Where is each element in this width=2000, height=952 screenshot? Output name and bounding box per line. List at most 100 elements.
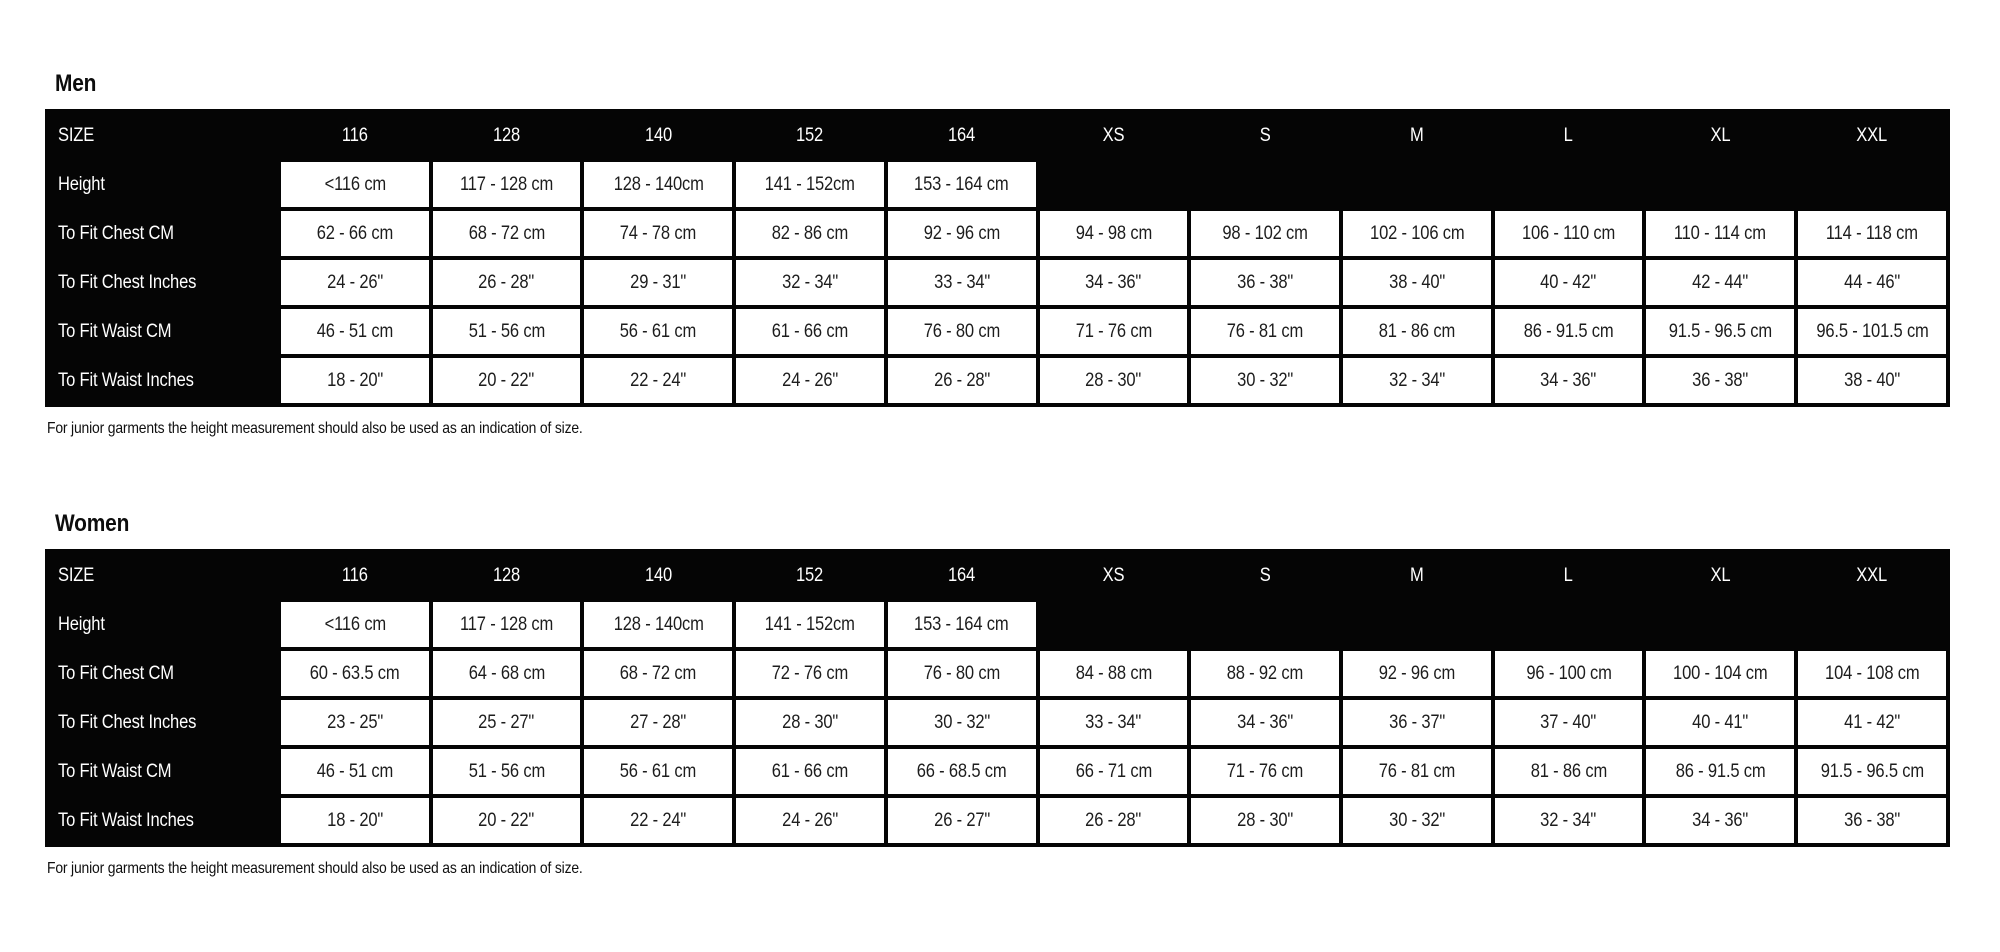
women-row-label: To Fit Waist CM xyxy=(49,749,277,794)
men-column-header-116: 116 xyxy=(281,113,429,158)
men-size-value-cell-text: 86 - 91.5 cm xyxy=(1523,320,1614,342)
men-size-value-cell-text: 91.5 - 96.5 cm xyxy=(1668,320,1772,342)
women-table-row: Height <116 cm 117 - 128 cm 128 - 140cm 141 … xyxy=(49,602,1946,647)
women-size-value-cell-text: 153 - 164 cm xyxy=(914,613,1010,635)
women-table-title: Women xyxy=(55,512,1865,536)
men-row-label: To Fit Chest Inches xyxy=(49,260,277,305)
men-size-value-cell-text: 44 - 46" xyxy=(1844,271,1901,293)
men-column-header-xxl-text: XXL xyxy=(1856,124,1888,146)
women-size-value-cell: 81 - 86 cm xyxy=(1494,749,1643,794)
men-empty-cell xyxy=(1646,162,1795,207)
women-size-value-cell-text: 28 - 30" xyxy=(1237,809,1294,831)
women-size-value-cell: 64 - 68 cm xyxy=(432,651,581,696)
men-table-title-text: Men xyxy=(55,70,97,97)
men-size-value-cell-text: 94 - 98 cm xyxy=(1075,222,1152,244)
men-table-row: To Fit Chest CM 62 - 66 cm 68 - 72 cm 74 - … xyxy=(49,211,1946,256)
women-size-value-cell: 76 - 81 cm xyxy=(1343,749,1491,794)
men-column-header-128-text: 128 xyxy=(493,124,521,146)
women-column-header-140: 140 xyxy=(584,553,733,598)
men-junior-size-note-text: For junior garments the height measureme… xyxy=(47,420,583,437)
women-size-value-cell-text: 25 - 27" xyxy=(478,711,535,733)
men-size-value-cell: 68 - 72 cm xyxy=(432,211,581,256)
men-size-value-cell-text: 114 - 118 cm xyxy=(1826,222,1919,244)
men-column-header-l: L xyxy=(1494,113,1643,158)
women-size-value-cell: 84 - 88 cm xyxy=(1039,651,1188,696)
women-table-row: To Fit Waist CM 46 - 51 cm 51 - 56 cm 56 - … xyxy=(49,749,1946,794)
women-size-value-cell-text: <116 cm xyxy=(324,613,386,635)
men-size-value-cell: 24 - 26" xyxy=(281,260,429,305)
women-column-header-xs: XS xyxy=(1039,553,1188,598)
men-size-value-cell: 30 - 32" xyxy=(1191,358,1340,403)
men-size-value-cell: 46 - 51 cm xyxy=(281,309,429,354)
men-size-value-cell-text: <116 cm xyxy=(324,173,386,195)
women-size-value-cell-text: 22 - 24" xyxy=(630,809,687,831)
men-size-value-cell-text: 74 - 78 cm xyxy=(620,222,697,244)
men-size-value-cell: 33 - 34" xyxy=(887,260,1036,305)
women-size-value-cell-text: 28 - 30" xyxy=(782,711,838,733)
men-column-header-s-text: S xyxy=(1259,124,1271,146)
men-size-value-cell-text: 51 - 56 cm xyxy=(468,320,545,342)
women-size-value-cell: 51 - 56 cm xyxy=(432,749,581,794)
men-size-value-cell: 36 - 38" xyxy=(1191,260,1340,305)
women-size-value-cell-text: 20 - 22" xyxy=(478,809,535,831)
men-size-value-cell-text: 62 - 66 cm xyxy=(316,222,394,244)
men-size-value-cell: 110 - 114 cm xyxy=(1646,211,1795,256)
men-empty-cell xyxy=(1494,162,1643,207)
women-size-value-cell-text: 68 - 72 cm xyxy=(620,662,697,684)
men-row-label-text: To Fit Chest Inches xyxy=(58,271,197,293)
women-size-value-cell-text: 18 - 20" xyxy=(326,809,383,831)
men-size-value-cell-text: 28 - 30" xyxy=(1085,369,1142,391)
men-size-value-cell-text: 26 - 28" xyxy=(933,369,990,391)
men-size-value-cell-text: 153 - 164 cm xyxy=(914,173,1010,195)
men-size-header-row: SIZE 116 128 140 152 164 XS S M L XL XXL xyxy=(49,113,1946,158)
women-size-value-cell-text: 91.5 - 96.5 cm xyxy=(1820,760,1924,782)
men-size-value-cell: 34 - 36" xyxy=(1494,358,1643,403)
men-row-label-text: To Fit Chest CM xyxy=(58,222,174,244)
women-size-value-cell-text: 71 - 76 cm xyxy=(1226,760,1304,782)
men-size-header-label: SIZE xyxy=(49,113,277,158)
women-size-value-cell: 30 - 32" xyxy=(887,700,1036,745)
women-size-value-cell: 61 - 66 cm xyxy=(736,749,884,794)
women-size-value-cell: 26 - 27" xyxy=(887,798,1036,843)
men-size-value-cell-text: 96.5 - 101.5 cm xyxy=(1815,320,1929,342)
men-table-title: Men xyxy=(55,72,1865,96)
women-column-header-s-text: S xyxy=(1259,564,1271,586)
women-column-header-xxl: XXL xyxy=(1798,553,1946,598)
men-empty-cell xyxy=(1191,162,1340,207)
women-size-value-cell: 34 - 36" xyxy=(1191,700,1340,745)
women-size-value-cell-text: 37 - 40" xyxy=(1540,711,1597,733)
women-empty-cell xyxy=(1343,602,1491,647)
men-row-label: To Fit Waist CM xyxy=(49,309,277,354)
men-size-value-cell: 38 - 40" xyxy=(1798,358,1946,403)
women-row-label: To Fit Chest Inches xyxy=(49,700,277,745)
women-size-value-cell: 34 - 36" xyxy=(1646,798,1795,843)
women-size-value-cell-text: 88 - 92 cm xyxy=(1226,662,1304,684)
men-row-label-text: Height xyxy=(58,173,105,195)
men-size-value-cell-text: 32 - 34" xyxy=(782,271,838,293)
men-column-header-128: 128 xyxy=(432,113,581,158)
women-size-value-cell: 128 - 140cm xyxy=(584,602,733,647)
men-size-value-cell: 102 - 106 cm xyxy=(1343,211,1491,256)
men-size-value-cell-text: 29 - 31" xyxy=(630,271,687,293)
women-empty-cell xyxy=(1798,602,1946,647)
women-junior-size-note-text: For junior garments the height measureme… xyxy=(47,860,583,877)
men-size-value-cell-text: 61 - 66 cm xyxy=(771,320,849,342)
men-size-value-cell: 98 - 102 cm xyxy=(1191,211,1340,256)
women-size-value-cell-text: 30 - 32" xyxy=(1388,809,1445,831)
men-size-table: SIZE 116 128 140 152 164 XS S M L XL XXL Height <116 … xyxy=(45,109,1950,407)
women-size-value-cell-text: 72 - 76 cm xyxy=(771,662,849,684)
men-size-value-cell-text: 128 - 140cm xyxy=(613,173,704,195)
women-size-value-cell: 32 - 34" xyxy=(1494,798,1643,843)
women-column-header-128-text: 128 xyxy=(493,564,521,586)
women-size-value-cell: 33 - 34" xyxy=(1039,700,1188,745)
women-column-header-164-text: 164 xyxy=(948,564,976,586)
women-size-value-cell: 141 - 152cm xyxy=(736,602,884,647)
men-column-header-152: 152 xyxy=(736,113,884,158)
women-size-value-cell-text: 66 - 71 cm xyxy=(1075,760,1152,782)
men-row-label-text: To Fit Waist Inches xyxy=(58,369,194,391)
women-size-value-cell-text: 23 - 25" xyxy=(326,711,383,733)
men-size-value-cell: 82 - 86 cm xyxy=(736,211,884,256)
women-size-value-cell: 91.5 - 96.5 cm xyxy=(1798,749,1946,794)
women-column-header-152: 152 xyxy=(736,553,884,598)
women-size-value-cell: 20 - 22" xyxy=(432,798,581,843)
